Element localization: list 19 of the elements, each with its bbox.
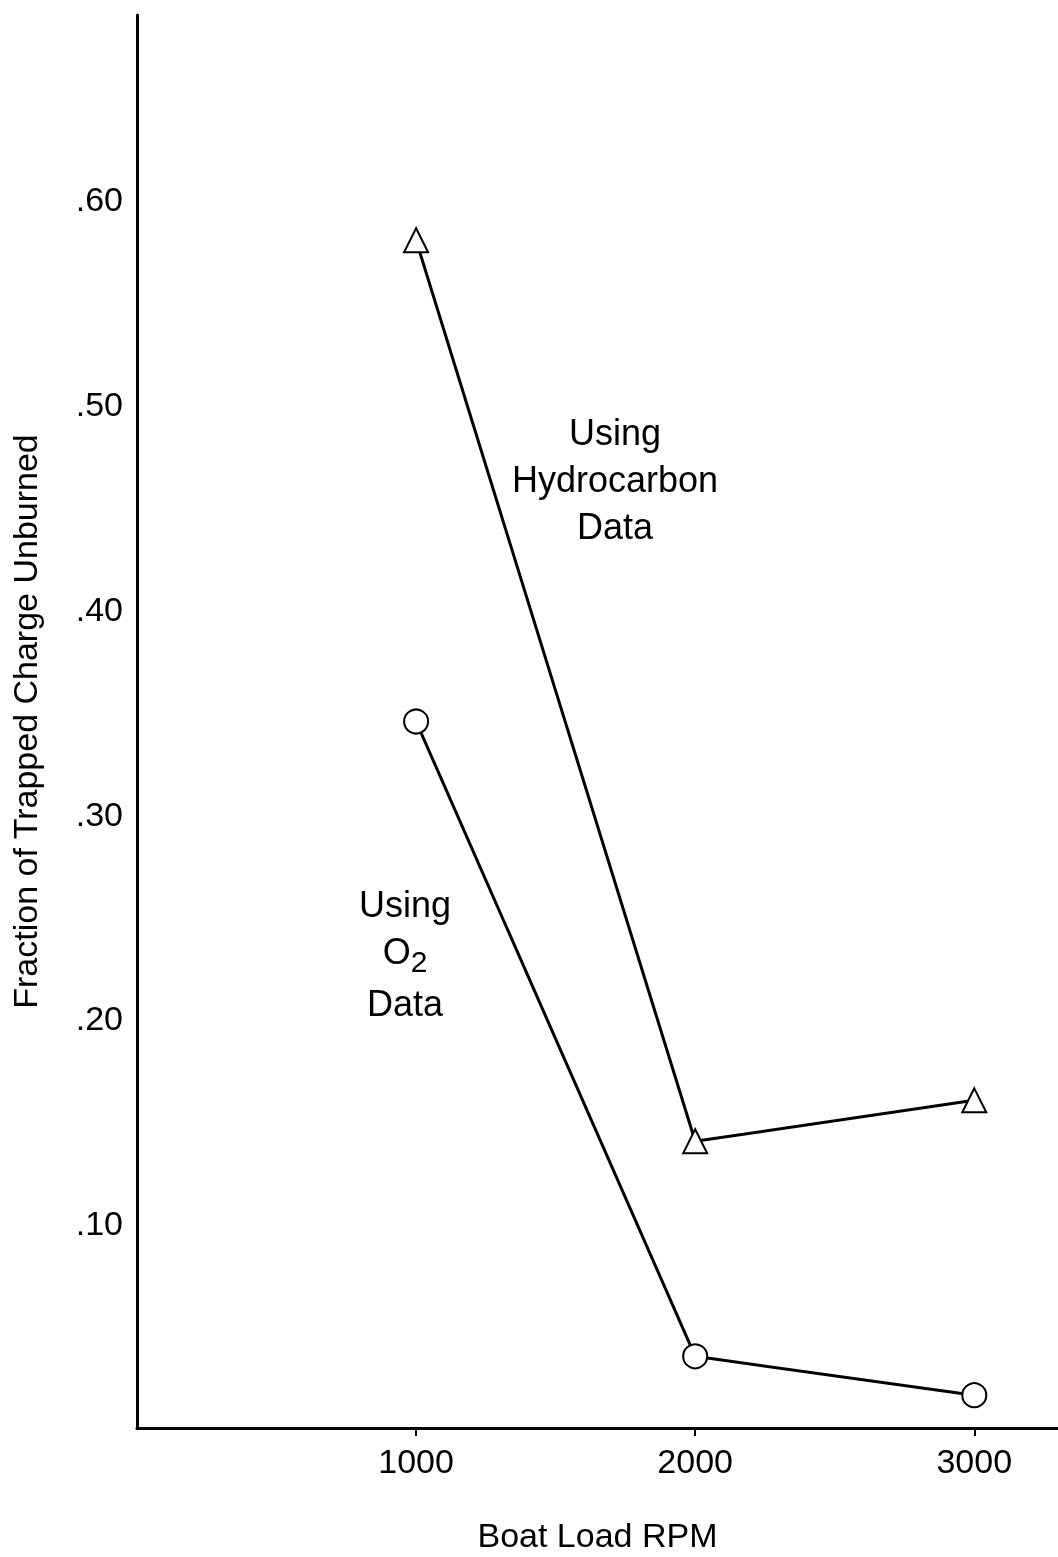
point xyxy=(403,708,430,735)
point xyxy=(961,1382,988,1409)
y-axis-title: Fraction of Trapped Charge Unburned xyxy=(6,434,44,1009)
x-tick-label: 3000 xyxy=(936,1442,1013,1480)
y-tick-label: .10 xyxy=(75,1204,123,1243)
point xyxy=(682,1128,709,1155)
y-tick-label: .50 xyxy=(75,385,123,424)
point xyxy=(403,227,430,254)
y-tick-label: .60 xyxy=(75,180,123,219)
annotation: Using Hydrocarbon Data xyxy=(511,410,719,549)
y-tick-label: .20 xyxy=(75,999,123,1038)
point xyxy=(961,1087,988,1114)
y-tick-label: .40 xyxy=(75,589,123,628)
point xyxy=(682,1343,709,1370)
annotation: Using O$_{2}$ Data xyxy=(358,883,452,1027)
y-tick-label: .30 xyxy=(75,794,123,833)
x-tick-label: 1000 xyxy=(378,1442,454,1480)
x-axis-title: Boat Load RPM xyxy=(477,1516,718,1554)
x-tick-label: 2000 xyxy=(657,1442,733,1480)
